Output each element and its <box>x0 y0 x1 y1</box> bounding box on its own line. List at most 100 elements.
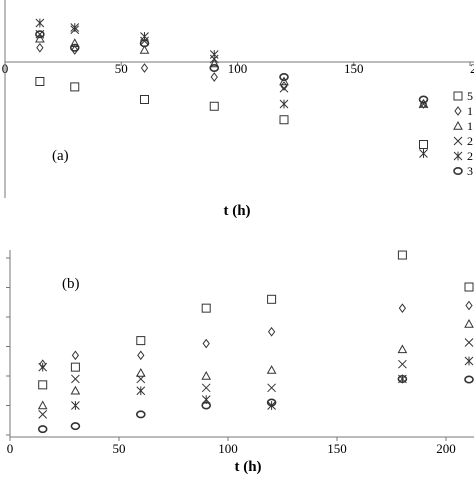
data-point-triangle <box>35 33 45 43</box>
data-point-x <box>267 383 276 393</box>
panel-a-x-ticks: 0 50 100 150 20 <box>2 61 474 76</box>
legend-marker-diamond <box>454 106 462 116</box>
data-point-circle <box>397 374 408 383</box>
legend-marker-x <box>453 136 463 146</box>
data-point-triangle <box>418 98 429 108</box>
legend-label: 1 <box>467 119 473 133</box>
data-point-square <box>267 294 277 304</box>
panel-a-label: (a) <box>52 148 69 164</box>
legend-marker-triangle <box>464 318 474 328</box>
panel-b-label: (b) <box>62 276 80 292</box>
data-point-diamond <box>210 72 218 82</box>
data-point-x <box>279 83 289 93</box>
data-point-square <box>70 82 80 92</box>
data-point-circle <box>209 64 220 73</box>
x-tick-label: 100 <box>228 61 248 76</box>
data-point-square <box>419 140 428 149</box>
panel-b-legend <box>464 282 474 384</box>
data-point-x <box>201 383 211 393</box>
panel-b-xlabel: t (h) <box>234 459 261 474</box>
legend-label: 5 <box>467 89 473 103</box>
panel-a-xlabel: t (h) <box>223 203 250 219</box>
data-point-triangle <box>70 385 81 395</box>
data-point-diamond <box>71 350 80 361</box>
data-point-circle <box>139 39 150 48</box>
data-point-triangle <box>37 400 48 410</box>
data-point-circle <box>35 30 45 39</box>
legend-marker-triangle <box>453 120 463 130</box>
data-point-circle <box>69 43 80 52</box>
data-point-x <box>209 54 219 64</box>
data-point-square <box>70 362 80 372</box>
data-point-triangle <box>209 58 220 68</box>
data-point-asterisk <box>136 386 146 396</box>
data-point-x <box>140 36 149 46</box>
data-point-circle <box>418 95 429 104</box>
panel-b-marks <box>37 250 408 434</box>
data-point-square <box>279 115 289 125</box>
x-tick-label: 150 <box>327 441 347 456</box>
data-point-triangle <box>69 38 80 47</box>
legend-label: 1 <box>467 104 473 118</box>
data-point-diamond <box>71 45 79 55</box>
data-point-x <box>398 359 407 369</box>
data-point-square <box>35 77 45 86</box>
panel-b: 0 50 100 150 200 (b) t (h) <box>6 250 474 475</box>
data-point-square <box>140 95 149 104</box>
data-point-asterisk <box>38 362 48 372</box>
data-point-diamond <box>267 326 276 337</box>
data-point-circle <box>70 422 81 431</box>
x-tick-label: 150 <box>344 61 364 76</box>
data-point-triangle <box>279 76 289 86</box>
data-point-asterisk <box>35 18 45 28</box>
legend-marker-diamond <box>465 300 473 311</box>
data-point-diamond <box>202 338 210 349</box>
data-point-diamond <box>140 63 149 73</box>
data-point-triangle <box>201 370 212 380</box>
data-point-asterisk <box>70 23 80 32</box>
data-point-triangle <box>266 365 277 374</box>
data-point-diamond <box>36 42 44 53</box>
x-tick-label: 50 <box>113 441 126 456</box>
data-point-asterisk <box>419 149 428 158</box>
panel-a-marks <box>35 18 429 158</box>
legend-marker-circle <box>464 375 474 384</box>
data-point-circle <box>136 410 146 419</box>
x-tick-label: 50 <box>115 61 128 76</box>
data-point-square <box>136 336 146 346</box>
panel-b-x-ticks: 0 50 100 150 200 <box>7 437 456 456</box>
data-point-triangle <box>397 344 408 354</box>
panel-b-y-ticks <box>6 257 10 436</box>
data-point-triangle <box>139 44 150 54</box>
legend-marker-square <box>453 91 463 101</box>
data-point-triangle <box>135 368 146 377</box>
data-point-x <box>136 374 146 384</box>
data-point-circle <box>279 73 289 82</box>
x-tick-label: 0 <box>2 61 9 76</box>
x-tick-label: 0 <box>7 441 14 456</box>
data-point-asterisk <box>279 99 289 109</box>
data-point-square <box>201 303 211 313</box>
data-point-x <box>71 374 80 384</box>
data-point-diamond <box>398 303 407 313</box>
data-point-square <box>209 101 219 111</box>
legend-label: 3 <box>467 164 473 178</box>
legend-marker-square <box>464 282 474 292</box>
legend-marker-x <box>464 338 474 347</box>
legend-marker-circle <box>453 167 463 176</box>
legend-marker-asterisk <box>453 151 463 161</box>
legend-marker-asterisk <box>464 356 474 366</box>
data-point-circle <box>266 398 277 407</box>
data-point-asterisk <box>209 50 219 59</box>
data-point-x <box>38 409 48 419</box>
data-point-circle <box>201 401 211 410</box>
x-tick-label: 200 <box>436 441 456 456</box>
legend-label: 2 <box>467 134 473 148</box>
data-point-square <box>397 250 407 260</box>
x-tick-label: 20 <box>470 61 474 76</box>
data-point-square <box>38 380 48 390</box>
